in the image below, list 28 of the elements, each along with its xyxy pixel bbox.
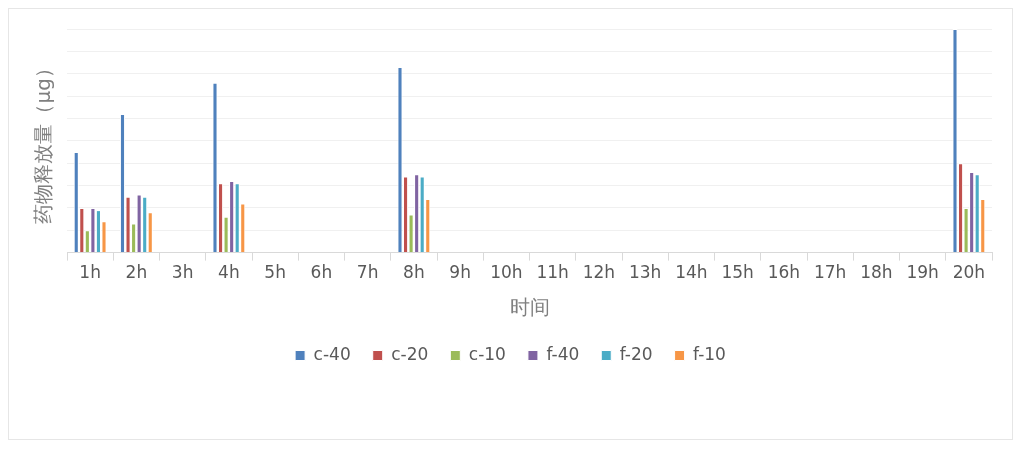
legend-label: f-20 [619,343,653,364]
legend-label: f-40 [546,343,580,364]
x-tick-label: 3h [171,262,194,283]
legend-label: c-10 [468,343,506,364]
legend-label: c-40 [313,343,351,364]
x-tick-label: 10h [490,262,523,283]
x-tick-label: 8h [403,262,425,283]
x-tick-label: 16h [767,262,801,283]
x-tick-label: 19h [906,262,939,283]
x-tick-label: 1h [79,262,101,283]
x-tick-label: 15h [721,262,754,283]
x-tick-label: 9h [449,262,471,283]
x-tick-label: 7h [356,262,379,283]
x-tick-label: 6h [310,262,333,283]
x-tick-label: 18h [860,262,893,283]
y-axis-title: 药物释放量（μg） [31,58,56,224]
x-tick-label: 11h [536,262,569,283]
x-tick-label: 12h [582,262,616,283]
x-tick-label: 14h [675,262,708,283]
x-tick-label: 2h [125,262,148,283]
x-tick-label: 5h [264,262,286,283]
x-tick-label: 20h [952,262,986,283]
legend-label: f-10 [693,343,726,364]
x-tick-label: 17h [813,262,847,283]
x-tick-label: 4h [218,262,240,283]
x-tick-label: 13h [628,262,662,283]
legend-label: c-20 [391,343,429,364]
x-axis-title: 时间 [509,295,550,320]
